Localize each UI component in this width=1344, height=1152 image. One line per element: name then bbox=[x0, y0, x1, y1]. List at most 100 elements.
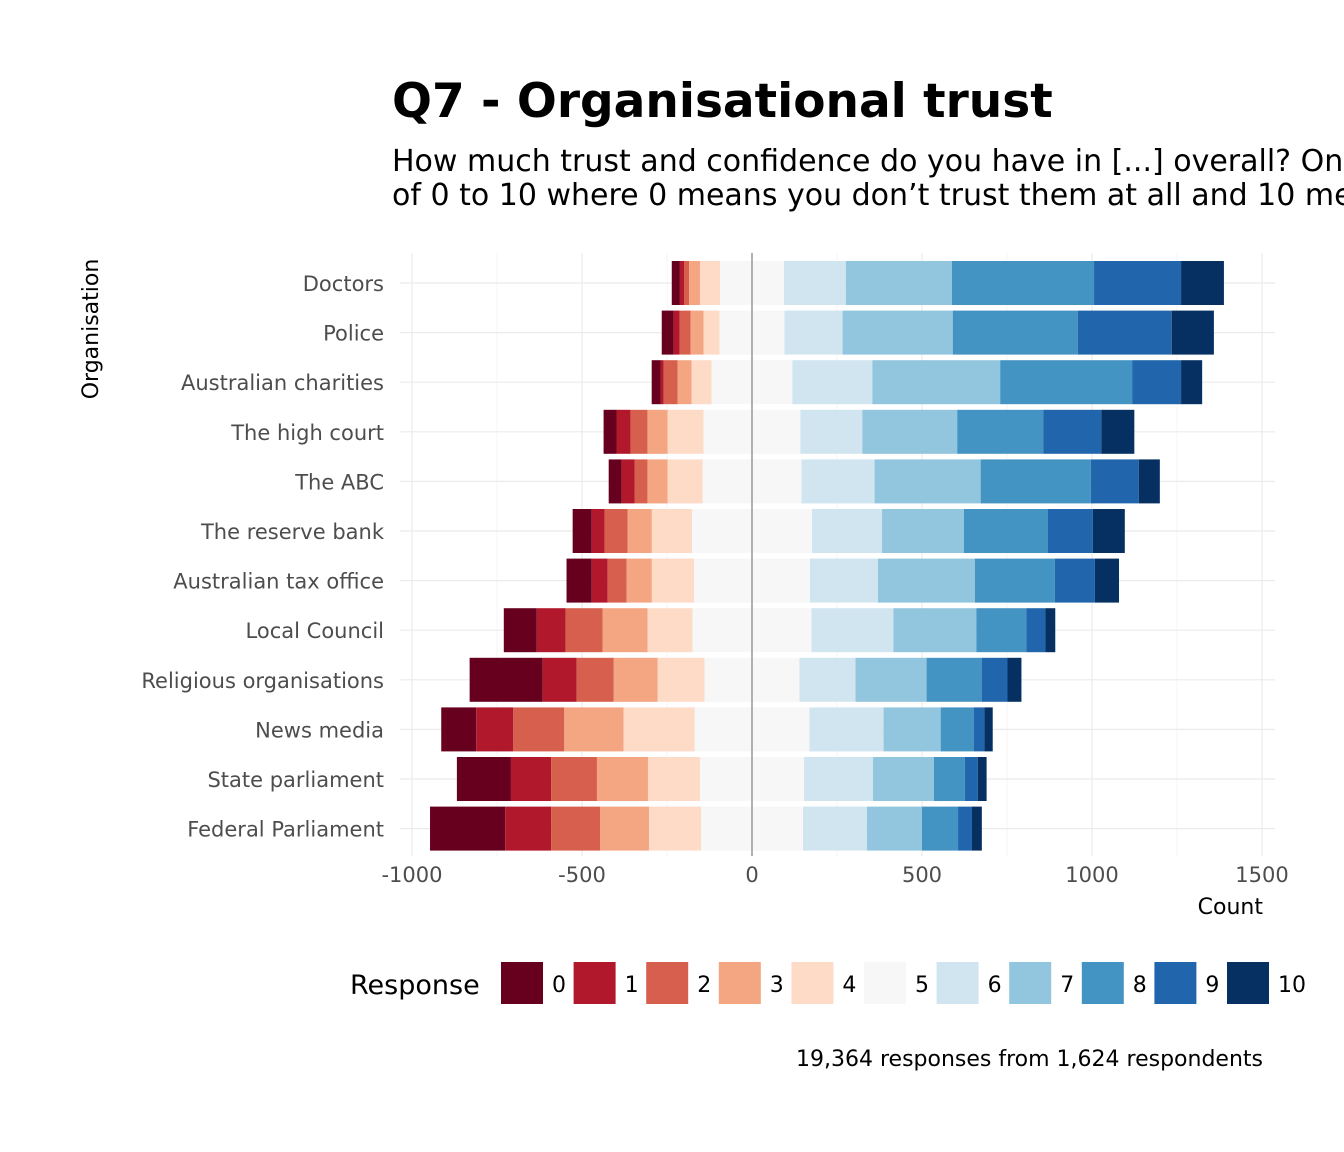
bar-segment-1 bbox=[660, 360, 664, 405]
bar-segment-10 bbox=[1045, 608, 1056, 653]
bar-segment-7 bbox=[862, 409, 958, 454]
bar-segment-7 bbox=[883, 707, 941, 752]
y-tick-label: Local Council bbox=[246, 619, 384, 643]
legend-swatch bbox=[1154, 962, 1197, 1004]
bar-segment-2 bbox=[684, 261, 690, 305]
bar-segment-8 bbox=[974, 558, 1055, 603]
bar-segment-9 bbox=[964, 757, 978, 801]
legend-item: 3 bbox=[718, 962, 784, 1004]
bar-segment-7 bbox=[845, 261, 952, 305]
bar-segment-8 bbox=[952, 310, 1078, 355]
bar-segment-1 bbox=[536, 608, 566, 653]
bar-segment-9 bbox=[973, 707, 985, 752]
y-tick-label: Religious organisations bbox=[141, 669, 384, 693]
bar-segment-6 bbox=[792, 360, 873, 405]
bar-segment-6 bbox=[809, 707, 884, 752]
bar-segment-6 bbox=[801, 459, 875, 504]
bar-segment-1 bbox=[476, 707, 514, 752]
bar-segment-2 bbox=[551, 757, 597, 801]
bar-segment-0 bbox=[572, 509, 592, 553]
bar-segment-8 bbox=[951, 261, 1095, 305]
bar-segment-3 bbox=[602, 608, 648, 653]
legend-item: 9 bbox=[1154, 962, 1219, 1004]
bar-segment-6 bbox=[783, 261, 846, 305]
bar-segment-0 bbox=[441, 707, 477, 752]
bar-segment-10 bbox=[977, 757, 987, 801]
bar-segment-10 bbox=[1138, 459, 1160, 504]
bar-segment-4 bbox=[667, 409, 704, 454]
bar-segment-3 bbox=[626, 558, 652, 603]
bar-segment-0 bbox=[603, 409, 617, 454]
legend: 0 1 2 3 4 5 6 7 8 9 10 bbox=[501, 962, 1306, 1004]
bar-segment-0 bbox=[661, 310, 674, 355]
bar-segment-9 bbox=[1132, 360, 1182, 405]
y-tick-label: Police bbox=[323, 322, 384, 346]
legend-label: 8 bbox=[1133, 973, 1147, 998]
legend-label: 1 bbox=[625, 973, 639, 998]
bar-row bbox=[661, 310, 1214, 355]
legend-swatch bbox=[1081, 962, 1124, 1004]
legend-swatch bbox=[936, 962, 979, 1004]
bar-segment-7 bbox=[872, 360, 1001, 405]
bar-segment-10 bbox=[1007, 657, 1022, 702]
bars bbox=[430, 261, 1224, 851]
bar-segment-9 bbox=[981, 657, 1008, 702]
bar-row bbox=[566, 558, 1120, 603]
bar-segment-4 bbox=[657, 657, 705, 702]
bar-segment-9 bbox=[1047, 509, 1093, 553]
bar-segment-7 bbox=[893, 608, 977, 653]
legend-label: 6 bbox=[988, 973, 1002, 998]
chart-subtitle-line-2: of 0 to 10 where 0 means you don’t trust… bbox=[392, 178, 1344, 213]
legend-item: 4 bbox=[791, 962, 856, 1004]
bar-segment-2 bbox=[604, 509, 628, 553]
legend-item: 10 bbox=[1227, 962, 1306, 1004]
bar-segment-8 bbox=[926, 657, 982, 702]
bar-segment-1 bbox=[679, 261, 684, 305]
x-tick-label: 0 bbox=[745, 863, 758, 887]
bar-segment-2 bbox=[679, 310, 691, 355]
legend-item: 5 bbox=[864, 962, 929, 1004]
y-tick-labels: Doctors Police Australian charities The hig… bbox=[141, 272, 384, 842]
legend-item: 0 bbox=[501, 962, 566, 1004]
bar-segment-10 bbox=[984, 707, 993, 752]
bar-segment-10 bbox=[1092, 509, 1125, 553]
y-tick-label: Australian tax office bbox=[173, 570, 384, 594]
legend-label: 2 bbox=[697, 973, 711, 998]
bar-segment-6 bbox=[799, 657, 856, 702]
bar-segment-9 bbox=[1094, 261, 1182, 305]
bar-row bbox=[651, 360, 1203, 405]
y-tick-label: The ABC bbox=[294, 470, 384, 494]
bar-segment-1 bbox=[673, 310, 680, 355]
bar-segment-4 bbox=[651, 509, 692, 553]
bar-segment-0 bbox=[469, 657, 543, 702]
bar-segment-10 bbox=[1181, 261, 1224, 305]
bar-segment-1 bbox=[510, 757, 552, 801]
bar-segment-4 bbox=[648, 806, 701, 851]
legend-swatch bbox=[573, 962, 616, 1004]
x-tick-label: -500 bbox=[558, 863, 606, 887]
bar-segment-9 bbox=[1054, 558, 1095, 603]
bar-segment-2 bbox=[663, 360, 678, 405]
legend-item: 1 bbox=[573, 962, 639, 1004]
x-tick-label: 1500 bbox=[1235, 863, 1288, 887]
bar-segment-3 bbox=[564, 707, 624, 752]
bar-segment-7 bbox=[874, 459, 981, 504]
bar-segment-6 bbox=[812, 509, 883, 553]
bar-row bbox=[503, 608, 1056, 653]
bar-segment-2 bbox=[551, 806, 601, 851]
bar-segment-3 bbox=[677, 360, 692, 405]
bar-segment-2 bbox=[630, 409, 648, 454]
bar-segment-10 bbox=[1094, 558, 1120, 603]
bar-segment-4 bbox=[667, 459, 703, 504]
bar-segment-8 bbox=[922, 806, 959, 851]
y-tick-label: State parliament bbox=[207, 768, 384, 792]
bar-segment-8 bbox=[976, 608, 1027, 653]
bar-segment-7 bbox=[873, 757, 934, 801]
bar-row bbox=[608, 459, 1160, 504]
bar-segment-4 bbox=[651, 558, 695, 603]
bar-row bbox=[430, 806, 982, 851]
legend-item: 6 bbox=[936, 962, 1002, 1004]
legend-item: 7 bbox=[1009, 962, 1074, 1004]
x-axis-title: Count bbox=[1198, 895, 1264, 920]
